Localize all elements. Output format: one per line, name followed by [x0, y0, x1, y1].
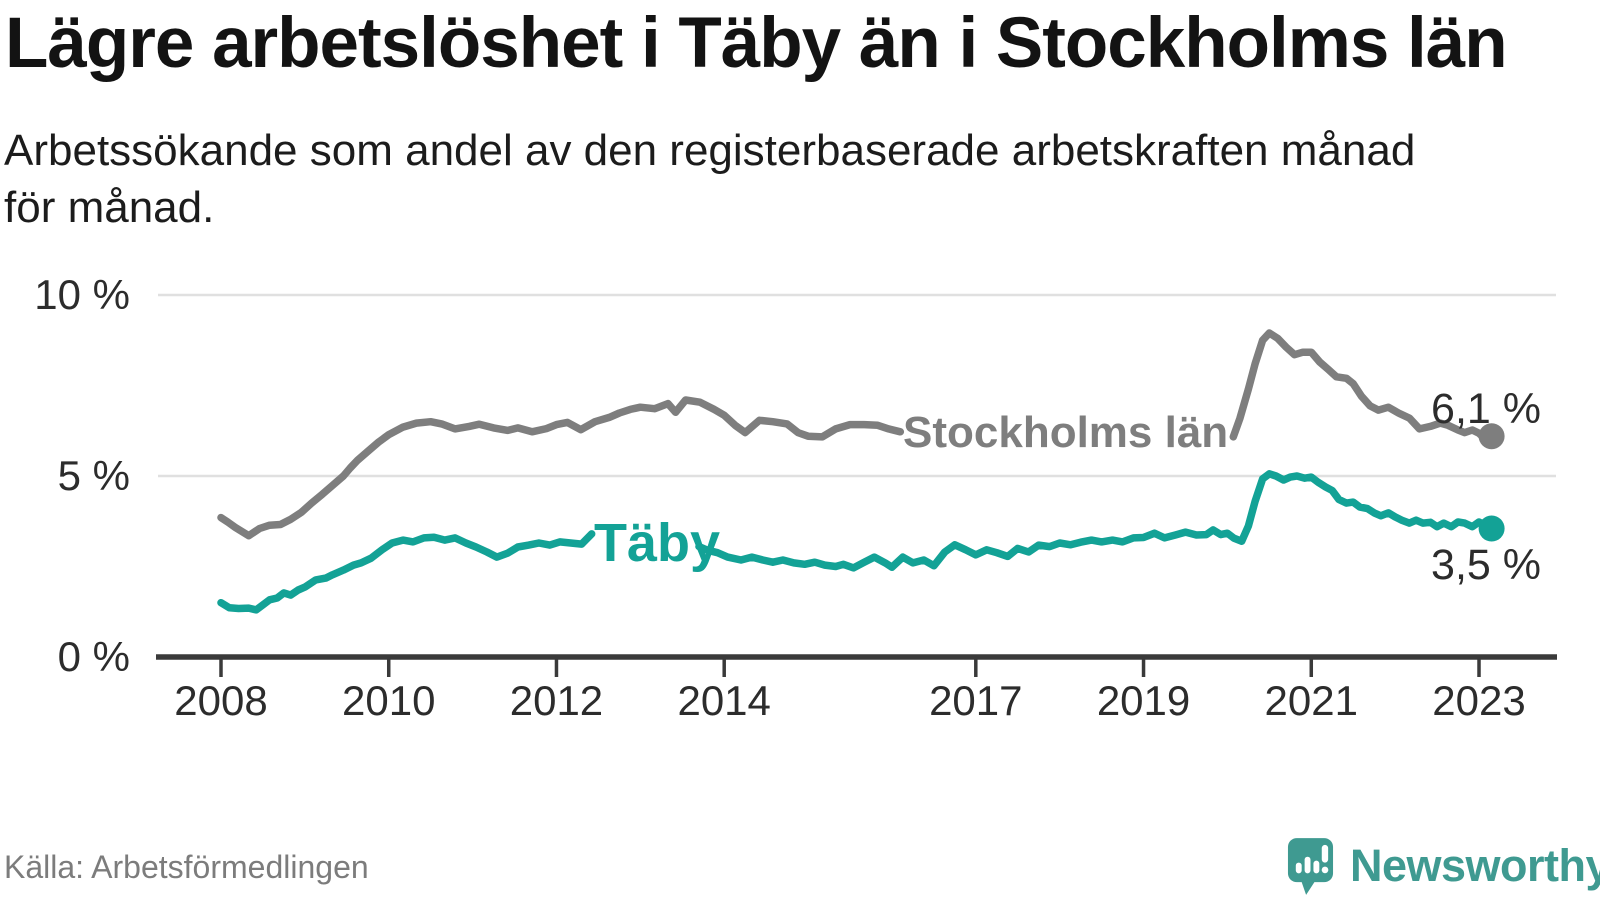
- subtitle-line-2: för månad.: [4, 183, 215, 232]
- x-tick-label-2012: 2012: [509, 677, 604, 724]
- series-label-stockholms-lan: Stockholms län: [903, 408, 1229, 457]
- x-tick-label-2008: 2008: [174, 677, 268, 724]
- series-end-dot-stockholms-lan: [1478, 423, 1505, 450]
- x-tick-label-2023: 2023: [1432, 677, 1526, 724]
- y-tick-label-10: 10 %: [34, 271, 130, 318]
- source-caption: Källa: Arbetsförmedlingen: [4, 849, 369, 885]
- series-line-taby-segment-1: [217, 530, 596, 614]
- x-tick-label-2017: 2017: [929, 677, 1023, 724]
- y-tick-label-0: 0 %: [57, 633, 130, 680]
- newsworthy-bubble-chart-icon: [1287, 838, 1334, 895]
- x-tick-label-2014: 2014: [677, 677, 771, 724]
- series-end-dot-taby: [1478, 515, 1505, 542]
- subtitle-line-1: Arbetssökande som andel av den registerb…: [4, 126, 1416, 175]
- end-value-label-stockholms-lan: 6,1 %: [1431, 385, 1541, 433]
- newsworthy-logo: Newsworthy: [1286, 836, 1600, 896]
- series-line-stockholms-lan-segment-1: [217, 396, 905, 540]
- y-tick-label-5: 5 %: [57, 452, 130, 499]
- series-line-taby-segment-2: [695, 470, 1496, 572]
- series-label-taby: Täby: [594, 513, 721, 573]
- page-title: Lägre arbetslöshet i Täby än i Stockholm…: [5, 4, 1508, 83]
- x-tick-label-2019: 2019: [1096, 677, 1191, 724]
- x-tick-label-2010: 2010: [342, 677, 436, 724]
- end-value-label-taby: 3,5 %: [1431, 541, 1541, 589]
- newsworthy-logo-text: Newsworthy: [1350, 840, 1600, 891]
- chart-subtitle: Arbetssökande som andel av den registerb…: [4, 122, 1415, 236]
- x-tick-label-2021: 2021: [1264, 677, 1358, 724]
- series-line-stockholms-lan-segment-2: [1229, 329, 1496, 442]
